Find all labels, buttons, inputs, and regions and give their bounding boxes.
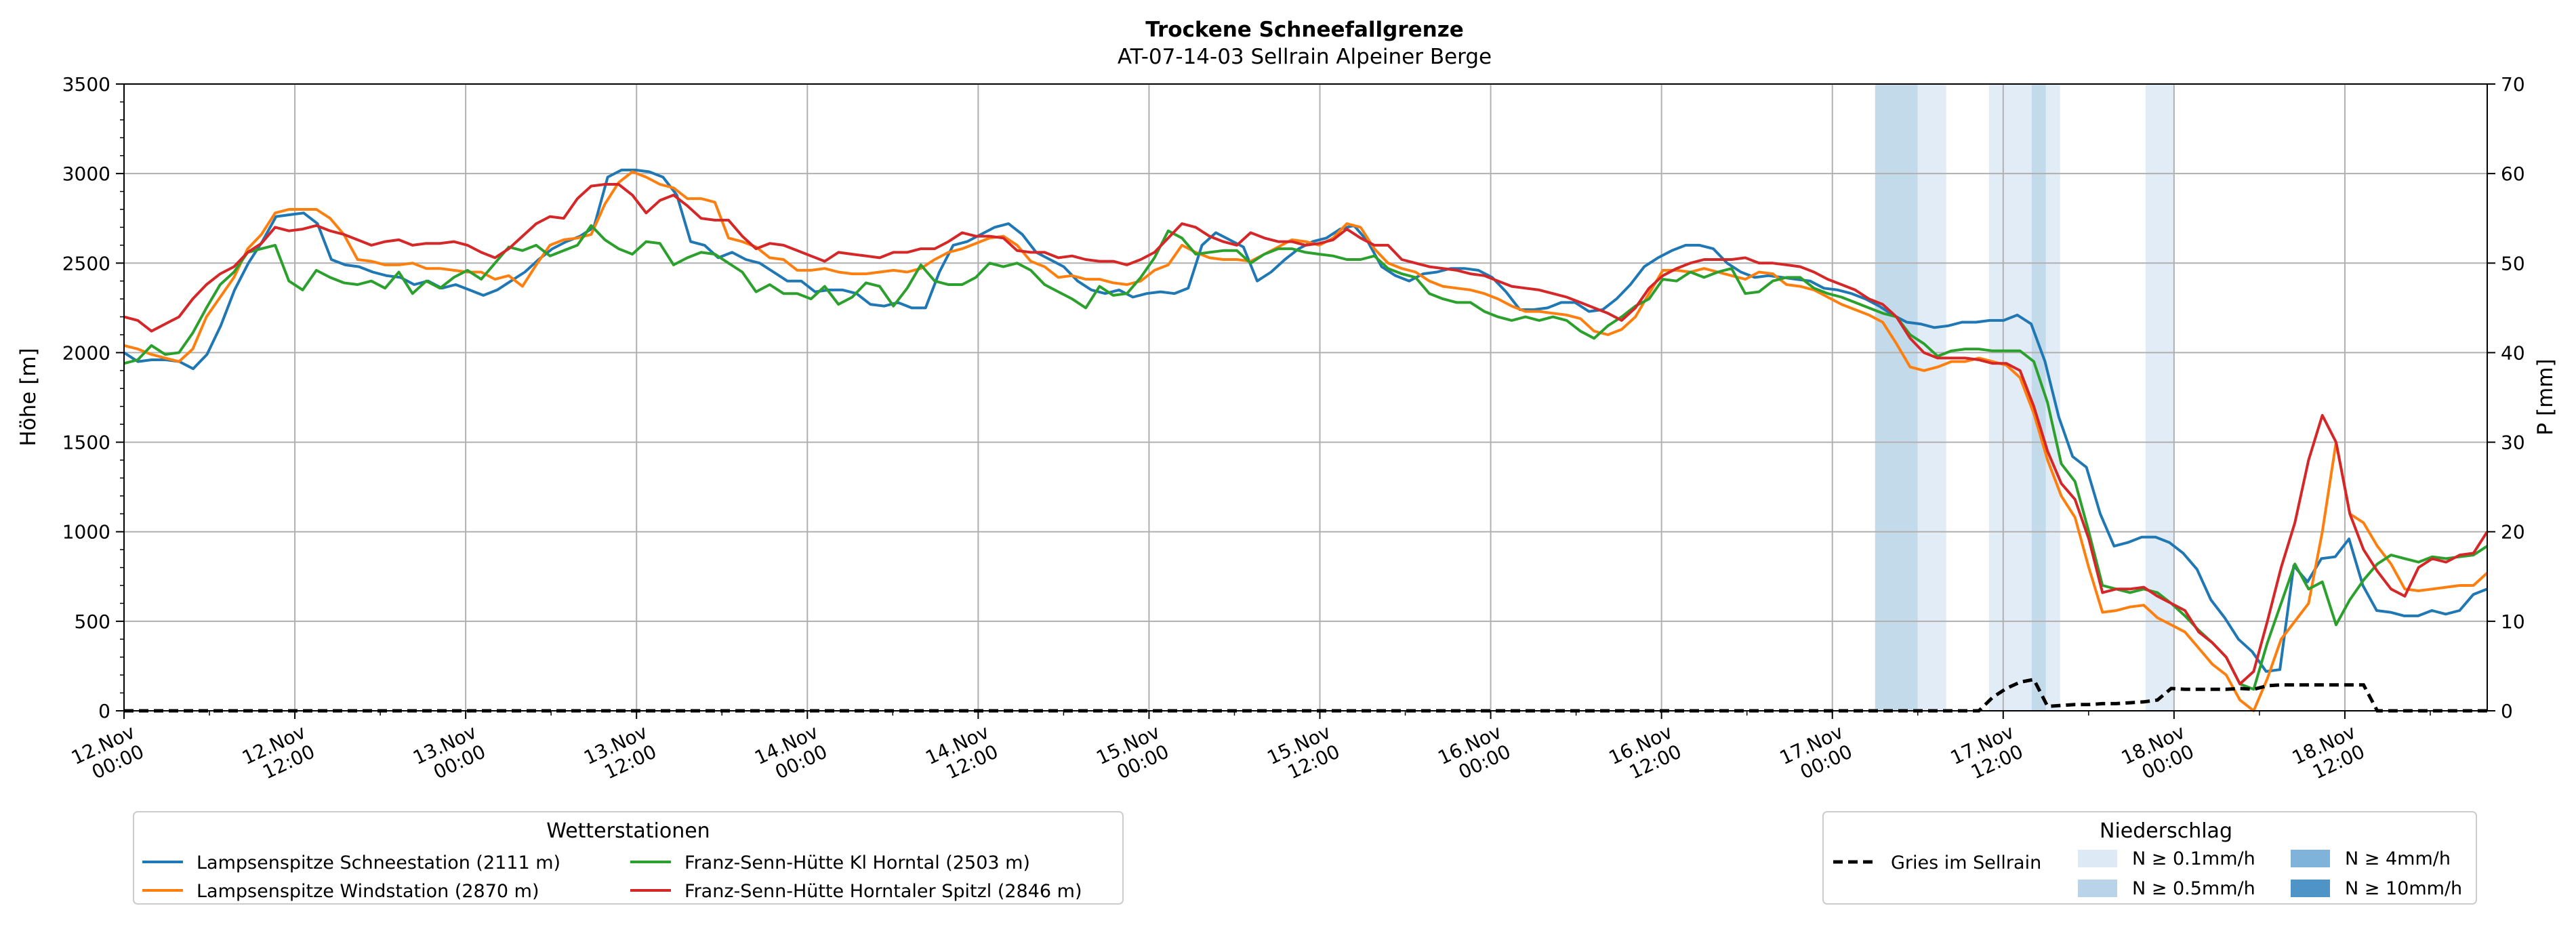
precip-band <box>2031 84 2046 711</box>
y-tick-label: 1500 <box>62 432 110 454</box>
stations-legend-label: Franz-Senn-Hütte Horntaler Spitzl (2846 … <box>684 881 1082 902</box>
y-tick-label: 1000 <box>62 521 110 543</box>
x-tick-label: 13.Nov12:00 <box>580 720 659 789</box>
precip-band <box>1917 84 1946 711</box>
stations-legend: Wetterstationen Lampsenspitze Schneestat… <box>133 811 1124 905</box>
series-lines <box>123 168 2489 713</box>
precip-class-label: N ≥ 0.5mm/h <box>2132 878 2255 899</box>
y-tick-label: 500 <box>75 611 110 633</box>
precip-legend-series-label: Gries im Sellrain <box>1891 852 2041 873</box>
precip-intensity-bands <box>1875 84 2174 711</box>
precip-class-label: N ≥ 4mm/h <box>2345 848 2451 869</box>
y-tick-label-right: 70 <box>2501 73 2525 96</box>
x-tick-label: 13.Nov00:00 <box>409 720 489 789</box>
stations-legend-box <box>133 811 1124 905</box>
stations-legend-label: Lampsenspitze Schneestation (2111 m) <box>197 852 560 873</box>
series-line-2 <box>123 170 2489 712</box>
x-tick-label: 17.Nov00:00 <box>1776 720 1856 789</box>
precip-line <box>124 677 2487 713</box>
x-tick-label: 16.Nov12:00 <box>1606 720 1685 789</box>
series-line-4 <box>123 183 2489 686</box>
chart-subtitle: AT-07-14-03 Sellrain Alpeiner Berge <box>1118 45 1492 69</box>
y-tick-label: 2000 <box>62 342 110 364</box>
precip-band <box>2145 84 2174 711</box>
x-tick-label: 14.Nov00:00 <box>751 720 830 789</box>
y-tick-label-right: 40 <box>2501 342 2525 364</box>
precip-legend: Niederschlag Gries im Sellrain N ≥ 0.1mm… <box>1822 811 2477 905</box>
x-tick-label: 14.Nov12:00 <box>922 720 1001 789</box>
precip-class-swatch <box>2078 850 2117 867</box>
precip-class-label: N ≥ 0.1mm/h <box>2132 848 2255 869</box>
precip-band <box>1988 84 2032 711</box>
grid-lines <box>123 83 2487 711</box>
plot-frame <box>123 83 2488 711</box>
x-tick-label: 15.Nov12:00 <box>1264 720 1343 789</box>
precip-band <box>1875 84 1918 711</box>
x-tick-label: 17.Nov12:00 <box>1947 720 2026 789</box>
series-line-3 <box>123 224 2489 691</box>
y-tick-label: 3500 <box>62 73 110 96</box>
y-tick-label-right: 20 <box>2501 521 2525 543</box>
precip-legend-title: Niederschlag <box>2100 819 2232 843</box>
x-tick-label: 12.Nov12:00 <box>239 720 318 789</box>
y-axis-label-right: P [mm] <box>2533 358 2558 435</box>
x-tick-label: 18.Nov12:00 <box>2289 720 2368 789</box>
y-tick-label: 2500 <box>62 252 110 274</box>
stations-legend-label: Franz-Senn-Hütte Kl Horntal (2503 m) <box>684 852 1030 873</box>
x-tick-label: 18.Nov00:00 <box>2118 720 2197 789</box>
precip-class-label: N ≥ 10mm/h <box>2345 878 2462 899</box>
chart-title: Trockene Schneefallgrenze <box>1145 18 1464 42</box>
precip-class-swatch <box>2291 850 2330 867</box>
y-tick-label-right: 0 <box>2501 700 2513 722</box>
x-tick-label: 15.Nov00:00 <box>1093 720 1172 789</box>
y-tick-label-right: 30 <box>2501 432 2525 454</box>
y-tick-label-right: 60 <box>2501 163 2525 185</box>
stations-legend-title: Wetterstationen <box>546 819 710 843</box>
y-tick-label-right: 50 <box>2501 252 2525 274</box>
y-axis-label: Höhe [m] <box>16 348 41 446</box>
x-tick-label: 16.Nov00:00 <box>1435 720 1514 789</box>
stations-legend-label: Lampsenspitze Windstation (2870 m) <box>197 881 539 902</box>
y-tick-label: 3000 <box>62 163 110 185</box>
precip-class-swatch <box>2291 880 2330 897</box>
precip-class-swatch <box>2078 880 2117 897</box>
y-tick-label-right: 10 <box>2501 611 2525 633</box>
x-tick-label: 12.Nov00:00 <box>68 720 147 789</box>
y-tick-label: 0 <box>98 700 110 722</box>
